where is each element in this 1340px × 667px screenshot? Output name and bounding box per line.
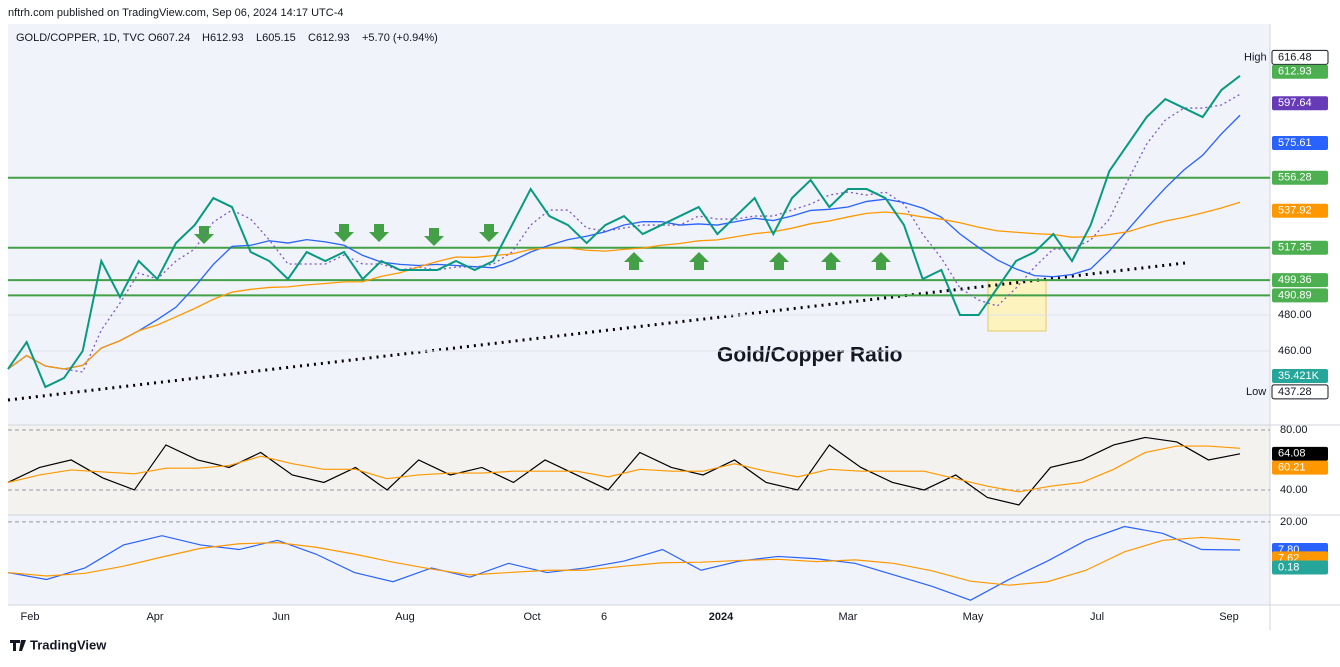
price-tag [1272,64,1328,79]
ohlc: +5.70 (+0.94%) [362,32,438,44]
price-line [7,74,1241,389]
price-tag-text: 499.36 [1278,274,1312,286]
y-tick-label: 80.00 [1280,424,1308,436]
y-tick-label: 460.00 [1278,345,1312,357]
x-tick-label: 6 [601,611,607,623]
tag-caption: Low [1246,386,1266,398]
trendline [7,261,1186,402]
price-tag [1272,96,1328,111]
y-tick-label: 20.00 [1280,516,1308,528]
logo: TradingView [30,637,107,652]
price-tag [1272,203,1328,218]
price-tag-text: 556.28 [1278,172,1312,184]
price-tag [1271,384,1329,400]
x-tick-label: Jun [272,611,290,623]
x-tick-label: Apr [146,611,163,623]
volume-tag [1272,369,1328,383]
ohlc: C612.93 [308,32,350,44]
up-arrow [624,252,644,270]
down-arrow [369,224,389,242]
price-tag-text: 612.93 [1278,66,1312,78]
price-tag-text: 575.61 [1278,137,1312,149]
indicator-tag [1272,560,1328,575]
x-tick-label: Aug [395,611,415,623]
moving-average [7,93,1241,373]
highlight-box [987,279,1047,332]
arrows [194,224,891,270]
price-tag [1272,135,1328,150]
up-arrow [871,252,891,270]
price-tag-text: 597.64 [1278,97,1312,109]
price-tag-text: 517.35 [1278,242,1312,254]
moving-average [7,201,1241,370]
up-arrow [821,252,841,270]
rsi-line [7,436,1241,506]
x-tick-label: Sep [1219,611,1239,623]
x-tick-label: 2024 [709,611,734,623]
publisher: nftrh.com published on TradingView.com, … [8,7,344,19]
price-tag [1271,49,1329,65]
price-tag [1272,170,1328,185]
x-tick-label: Mar [839,611,858,623]
price-tag-text: 537.92 [1278,205,1312,217]
price-tag [1272,240,1328,255]
tag-caption: High [1244,51,1267,63]
x-tick-label: Oct [523,611,540,623]
logo-icon [10,640,26,651]
down-arrow [334,224,354,242]
price-tag-text: 437.28 [1278,386,1312,398]
x-tick-label: Jul [1090,611,1104,623]
indicator-tag [1272,446,1328,461]
moving-average [7,114,1241,370]
price-tag [1272,273,1328,288]
annotation: Gold/Copper Ratio [717,344,903,367]
down-arrow [479,224,499,242]
indicator-tag-text: 60.21 [1278,462,1306,474]
indicator-tag-text: 0.18 [1278,561,1299,573]
up-arrow [769,252,789,270]
down-arrow [424,228,444,246]
x-tick-label: May [963,611,984,623]
ohlc: O607.24 [148,32,190,44]
price-tag [1272,288,1328,303]
volume-tag-text: 35.421K [1278,370,1320,382]
price-tag-text: 490.89 [1278,289,1312,301]
y-tick-label: 480.00 [1278,309,1312,321]
signal-line [7,445,1241,493]
price-tag-text: 616.48 [1278,51,1312,63]
x-tick-label: Feb [21,611,40,623]
chart-bg [8,24,1270,605]
indicator-tag [1272,460,1328,475]
ohlc: H612.93 [202,32,244,44]
signal-line [7,536,1241,586]
symbol: GOLD/COPPER, 1D, TVC [16,32,145,44]
up-arrow [689,252,709,270]
ohlc: L605.15 [256,32,296,44]
countdown: 03:42:44 [1278,79,1321,91]
indicator-tag-text: 64.08 [1278,448,1306,460]
y-tick-label: 40.00 [1280,484,1308,496]
